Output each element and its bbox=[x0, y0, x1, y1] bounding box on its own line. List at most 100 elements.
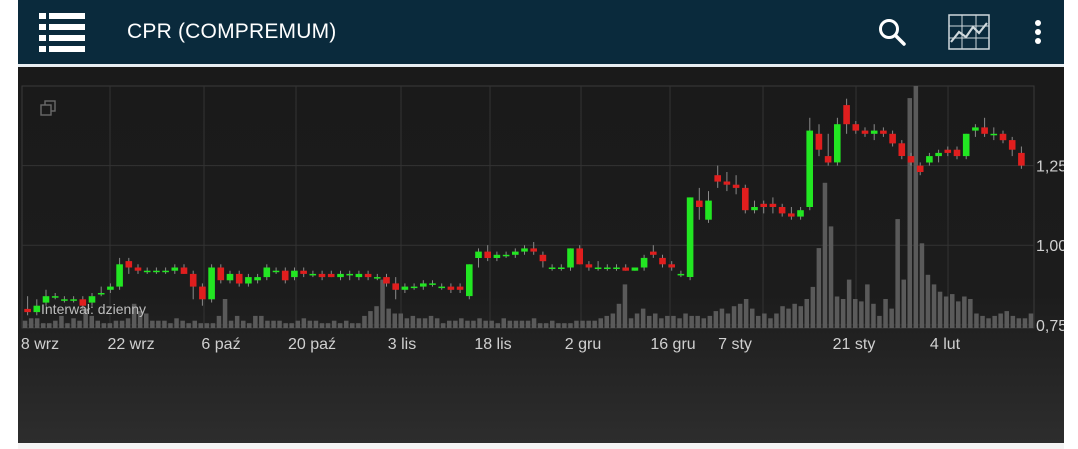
candle-up bbox=[594, 267, 602, 269]
candlestick-chart[interactable]: Interwał: dzienny 8 wrz 22 wrz 6 paź 20 paź… bbox=[18, 67, 1067, 443]
volume-bar bbox=[295, 320, 300, 328]
volume-bar bbox=[447, 320, 452, 328]
volume-bar bbox=[95, 320, 100, 328]
candle-up bbox=[640, 257, 648, 268]
volume-bar bbox=[701, 318, 706, 328]
candle-up bbox=[171, 267, 179, 271]
volume-bar bbox=[998, 313, 1003, 328]
candle-up bbox=[502, 254, 510, 257]
volume-bar bbox=[137, 311, 143, 328]
volume-bar bbox=[398, 313, 403, 328]
volume-bar bbox=[580, 320, 585, 328]
candle-up bbox=[116, 264, 123, 287]
volume-bar bbox=[489, 320, 494, 328]
candle-up bbox=[512, 251, 519, 255]
volume-bar bbox=[647, 315, 652, 328]
candle-up bbox=[677, 273, 685, 276]
volume-bar bbox=[828, 226, 834, 328]
candle-up bbox=[548, 267, 556, 269]
volume-bar bbox=[119, 320, 125, 328]
candle-up bbox=[631, 267, 639, 271]
candle-up bbox=[438, 286, 445, 289]
candle-up bbox=[88, 296, 96, 303]
candle-up bbox=[291, 270, 298, 278]
volume-bar bbox=[810, 286, 816, 328]
volume-bar bbox=[519, 320, 525, 328]
candle-down bbox=[907, 156, 915, 163]
volume-bar bbox=[768, 318, 773, 328]
volume-bar bbox=[374, 306, 379, 328]
volume-bars bbox=[22, 86, 1034, 328]
volume-bar bbox=[368, 311, 373, 328]
candle-down bbox=[650, 251, 657, 255]
volume-bar bbox=[725, 313, 731, 328]
candle-up bbox=[475, 251, 482, 258]
candle-down bbox=[134, 267, 142, 271]
volume-bar bbox=[622, 284, 628, 328]
candle-down bbox=[815, 133, 823, 150]
x-axis-tick-label: 2 gru bbox=[565, 336, 601, 353]
volume-bar bbox=[901, 279, 906, 328]
volume-bar bbox=[307, 320, 313, 328]
volume-bar bbox=[919, 243, 925, 328]
candle-up bbox=[162, 270, 169, 273]
candle-down bbox=[1018, 152, 1025, 166]
volume-bar bbox=[301, 318, 307, 328]
candle-down bbox=[742, 187, 749, 211]
candle-down bbox=[327, 273, 335, 278]
menu-button[interactable] bbox=[38, 10, 86, 54]
volume-bar bbox=[962, 296, 967, 328]
candle-down bbox=[456, 286, 464, 290]
overflow-menu-button[interactable] bbox=[1026, 12, 1050, 52]
candle-up bbox=[337, 273, 344, 278]
volume-bar bbox=[34, 318, 40, 328]
volume-bar bbox=[980, 315, 985, 328]
candle-up bbox=[254, 277, 261, 281]
volume-bar bbox=[592, 320, 597, 328]
candle-up bbox=[61, 299, 68, 301]
volume-bar bbox=[756, 315, 761, 328]
volume-bar bbox=[883, 299, 888, 328]
volume-bar bbox=[283, 323, 288, 328]
volume-bar bbox=[931, 284, 937, 328]
volume-bar bbox=[895, 219, 900, 328]
volume-bar bbox=[113, 320, 119, 328]
volume-bar bbox=[1010, 315, 1016, 328]
volume-bar bbox=[253, 315, 258, 328]
candle-down bbox=[852, 124, 860, 131]
volume-bar bbox=[610, 313, 616, 328]
volume-bar bbox=[1004, 311, 1009, 328]
candle-up bbox=[97, 293, 105, 295]
volume-bar bbox=[59, 315, 64, 328]
volume-bar bbox=[550, 320, 555, 328]
volume-bar bbox=[822, 182, 828, 328]
chart-icon bbox=[948, 14, 990, 50]
volume-bar bbox=[974, 313, 979, 328]
volume-bar bbox=[41, 323, 46, 328]
candle-down bbox=[999, 133, 1007, 141]
candle-down bbox=[199, 286, 206, 300]
stock-chart-panel[interactable]: Interwał: dzienny 8 wrz 22 wrz 6 paź 20 paź… bbox=[18, 67, 1067, 443]
candle-down bbox=[788, 213, 795, 217]
volume-bar bbox=[204, 323, 210, 328]
x-axis-tick-label: 6 paź bbox=[201, 336, 240, 353]
volume-bar bbox=[410, 315, 416, 328]
search-icon bbox=[879, 19, 906, 46]
search-button[interactable] bbox=[870, 12, 914, 52]
volume-bar bbox=[416, 318, 422, 328]
volume-bar bbox=[198, 323, 203, 328]
chart-type-button[interactable] bbox=[946, 12, 992, 52]
volume-bar bbox=[1022, 318, 1028, 328]
candle-up bbox=[806, 130, 813, 207]
volume-bar bbox=[531, 318, 537, 328]
volume-bar bbox=[913, 86, 919, 328]
interval-label: Interwał: dzienny bbox=[41, 301, 146, 317]
volume-bar bbox=[774, 313, 779, 328]
candle-down bbox=[383, 277, 390, 284]
x-axis-tick-label: 7 sty bbox=[718, 336, 752, 353]
volume-bar bbox=[28, 318, 34, 328]
volume-bar bbox=[1028, 313, 1034, 328]
candle-down bbox=[668, 264, 675, 268]
candle-down bbox=[981, 127, 988, 134]
fullscreen-toggle[interactable] bbox=[40, 100, 56, 116]
